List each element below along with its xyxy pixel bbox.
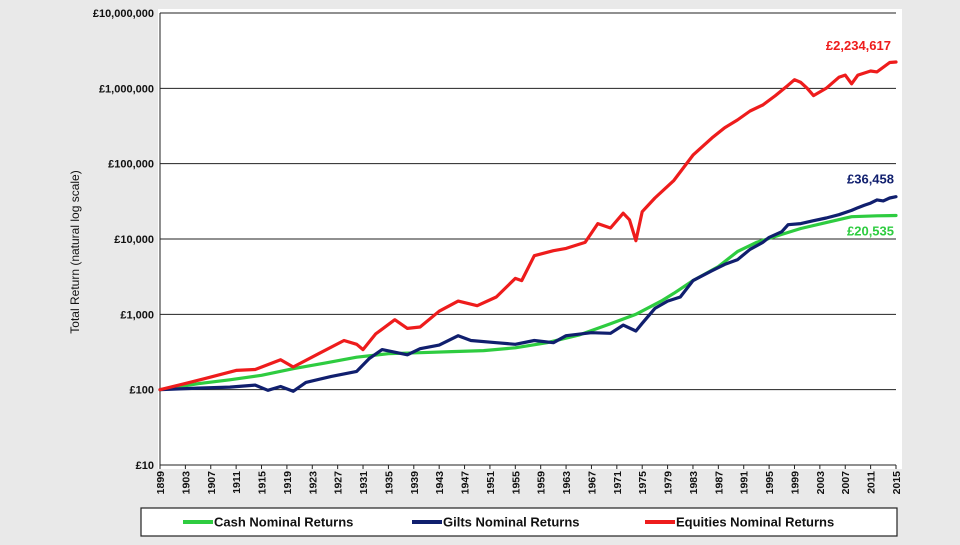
x-tick-label: 1979 bbox=[663, 471, 675, 495]
series-layer bbox=[158, 60, 898, 393]
x-tick-label: 1923 bbox=[307, 471, 319, 495]
axis-layer: £10 £100 £1,000 £10,000 £100,000 £1,000,000 £1… bbox=[93, 8, 903, 494]
x-tick-label: 1919 bbox=[282, 471, 294, 495]
y-tick-label: £10,000 bbox=[114, 234, 154, 246]
x-tick-label: 1935 bbox=[383, 471, 395, 495]
series-line-cash-nominal-returns bbox=[158, 213, 898, 392]
x-tick-label: 1927 bbox=[333, 471, 345, 495]
x-tick-label: 2003 bbox=[815, 471, 827, 495]
x-tick-label: 1999 bbox=[789, 471, 801, 495]
x-tick-label: 2015 bbox=[891, 471, 903, 495]
y-tick-label: £10 bbox=[136, 460, 154, 472]
data-label: £36,458 bbox=[847, 172, 894, 187]
data-label: £2,234,617 bbox=[826, 38, 891, 53]
series-line-gilts-nominal-returns bbox=[158, 195, 898, 393]
legend-entry-label: Gilts Nominal Returns bbox=[443, 515, 580, 530]
y-tick-label: £100 bbox=[130, 385, 154, 397]
x-tick-label: 1963 bbox=[561, 471, 573, 495]
x-tick-label: 1971 bbox=[612, 471, 624, 495]
x-tick-label: 2011 bbox=[866, 471, 878, 494]
x-tick-label: 2007 bbox=[840, 471, 852, 495]
x-tick-label: 1931 bbox=[358, 471, 370, 495]
x-tick-label: 1947 bbox=[460, 471, 472, 495]
x-tick-label: 1915 bbox=[257, 471, 269, 495]
y-tick-label: £100,000 bbox=[108, 159, 154, 171]
x-tick-label: 1995 bbox=[764, 471, 776, 495]
legend-box bbox=[140, 507, 898, 537]
y-tick-label: £1,000,000 bbox=[99, 83, 154, 95]
y-tick-label: £1,000 bbox=[120, 309, 154, 321]
y-tick-label: £10,000,000 bbox=[93, 8, 154, 20]
series-line-equities-nominal-returns bbox=[158, 60, 898, 392]
x-tick-label: 1975 bbox=[637, 471, 649, 495]
x-tick-label: 1939 bbox=[409, 471, 421, 495]
x-tick-label: 1959 bbox=[536, 471, 548, 495]
label-layer: £20,535 £36,458 £2,234,617 bbox=[826, 38, 894, 238]
legend: Cash Nominal Returns Gilts Nominal Return… bbox=[140, 507, 898, 537]
x-tick-label: 1943 bbox=[434, 471, 446, 495]
x-tick-label: 1907 bbox=[206, 471, 218, 495]
x-tick-label: 1951 bbox=[485, 471, 497, 495]
y-axis-title: Total Return (natural log scale) bbox=[68, 170, 82, 333]
legend-entry-label: Cash Nominal Returns bbox=[214, 515, 353, 530]
data-label: £20,535 bbox=[847, 223, 894, 238]
x-tick-label: 1991 bbox=[739, 471, 751, 495]
x-tick-label: 1903 bbox=[180, 471, 192, 495]
legend-entry-label: Equities Nominal Returns bbox=[676, 515, 834, 530]
x-tick-label: 1911 bbox=[231, 471, 243, 494]
x-tick-label: 1955 bbox=[510, 471, 522, 495]
x-tick-label: 1987 bbox=[713, 471, 725, 495]
x-tick-label: 1983 bbox=[688, 471, 700, 495]
x-tick-label: 1967 bbox=[586, 471, 598, 495]
x-tick-label: 1899 bbox=[155, 471, 167, 495]
